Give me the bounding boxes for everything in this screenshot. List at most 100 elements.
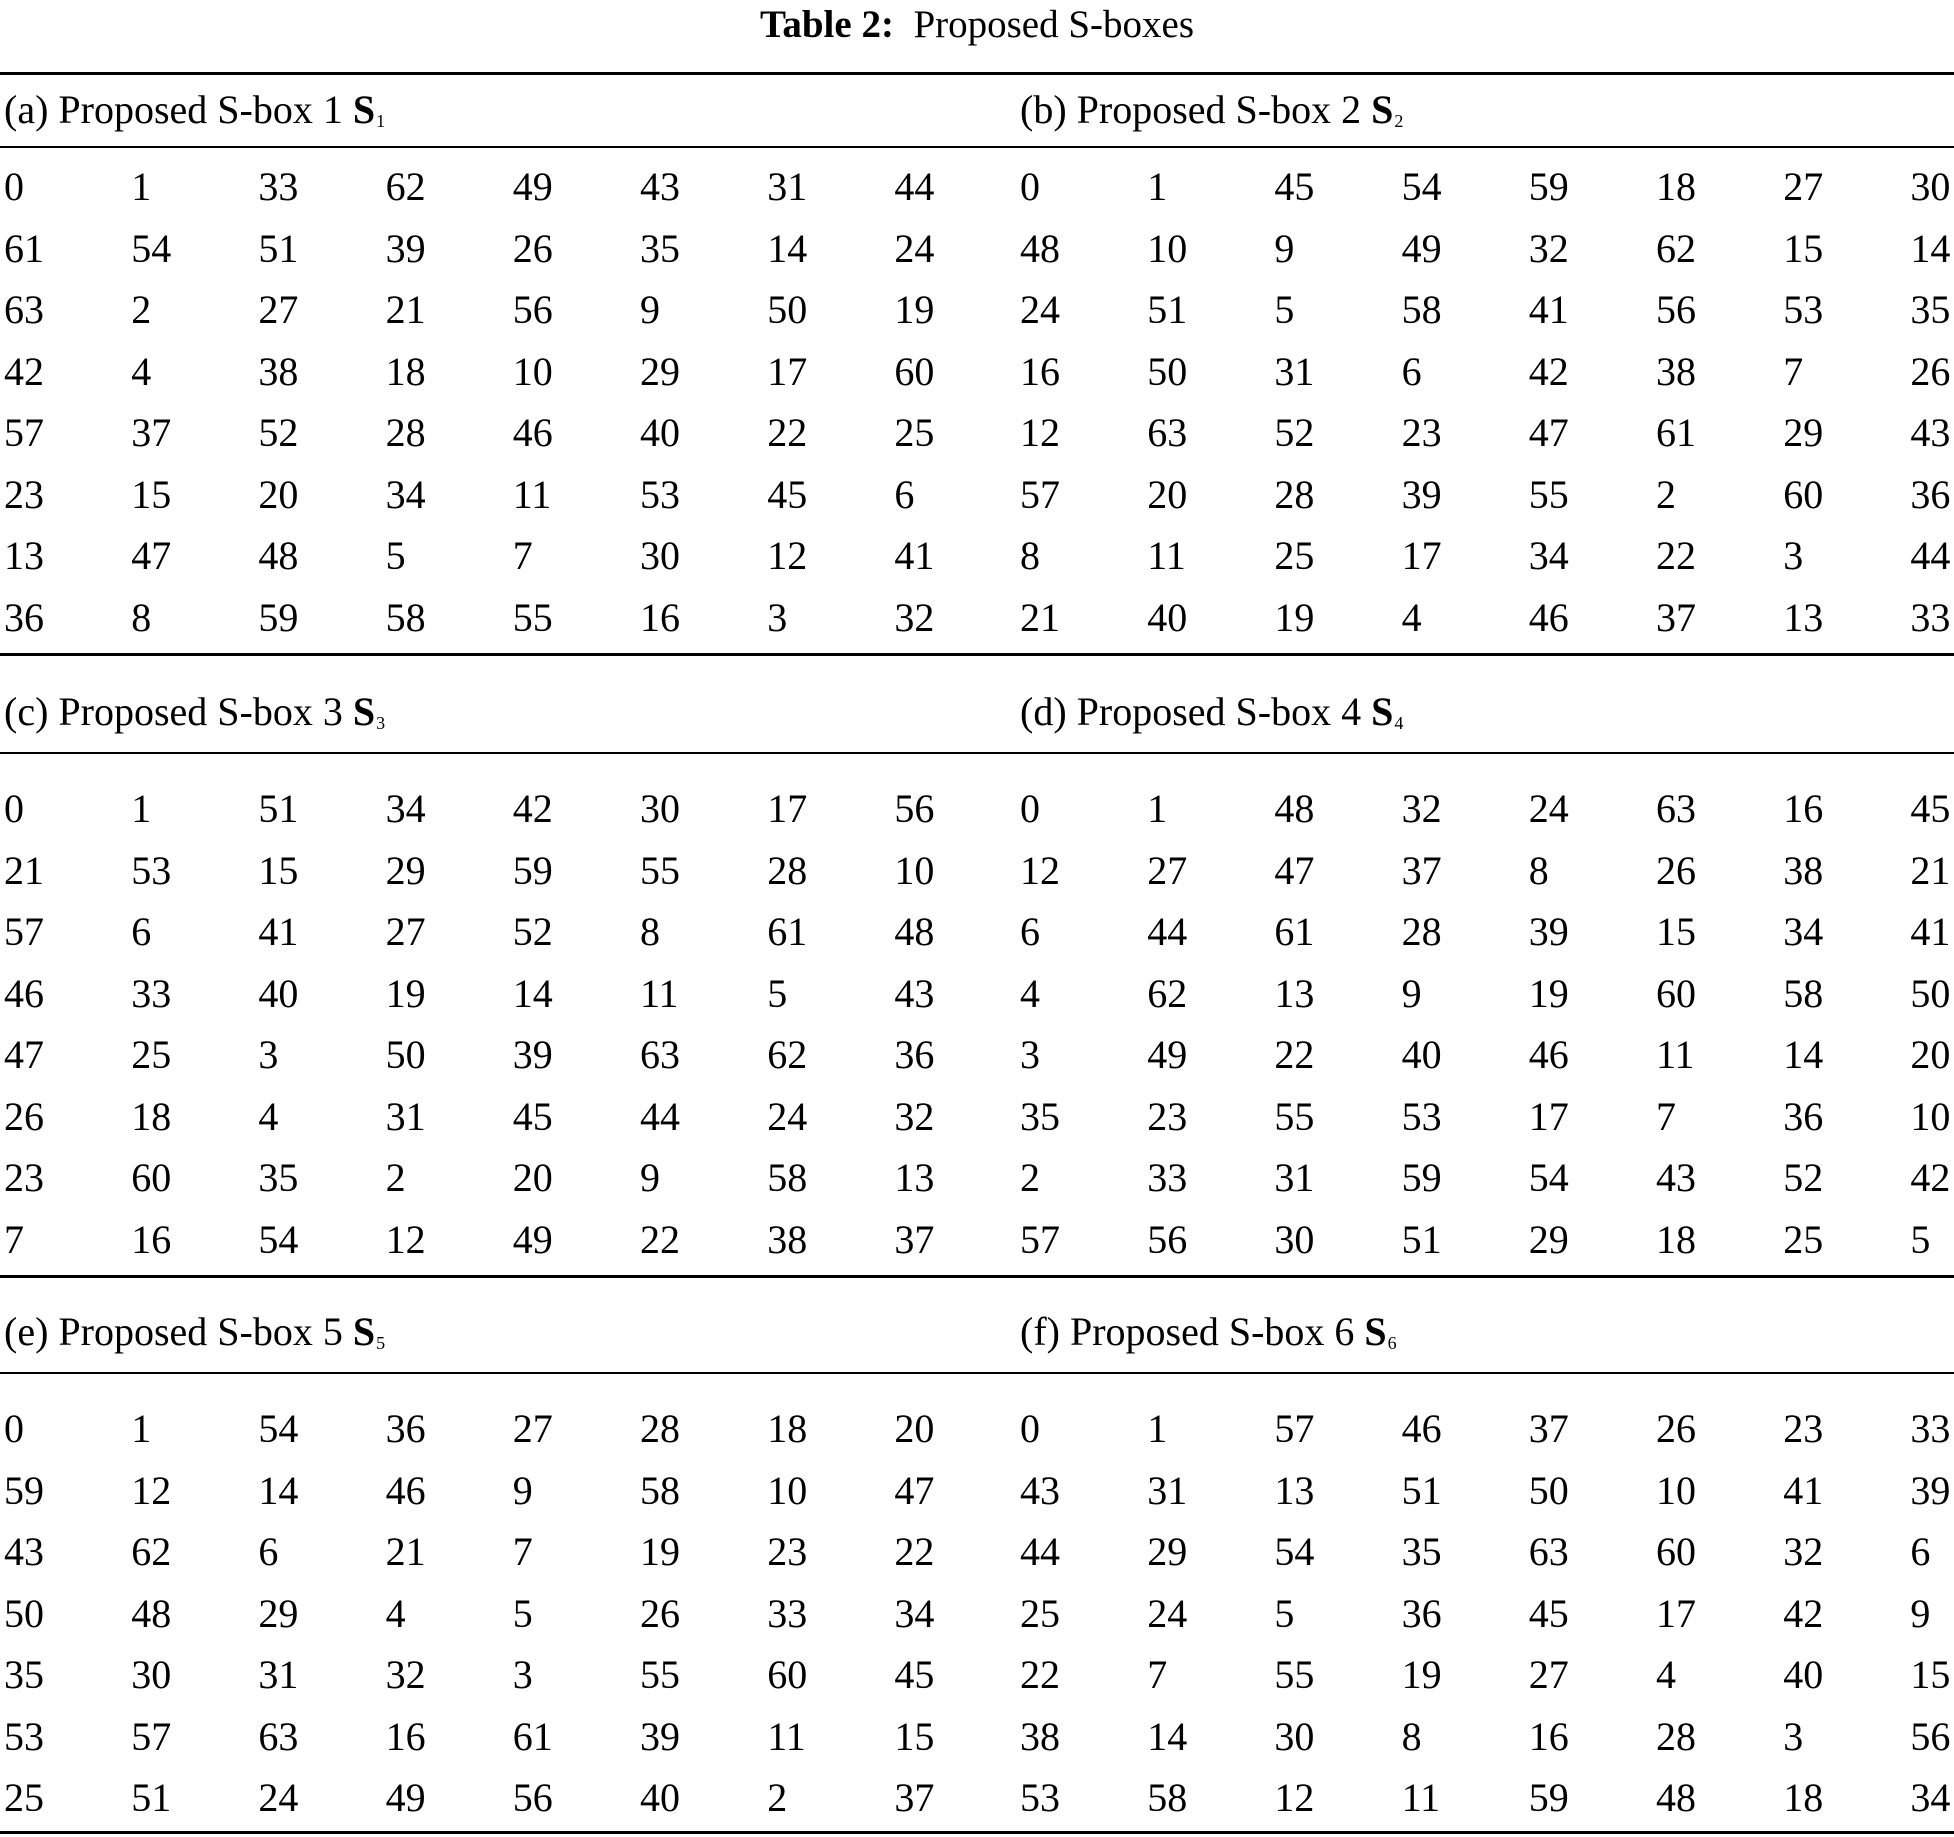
sbox-cell: 24 [1528, 786, 1569, 831]
sbox-cell: 22 [1274, 1032, 1315, 1077]
sbox-cell: 16 [131, 1216, 172, 1262]
sbox-cell: 32 [894, 594, 935, 640]
sbox-cell: 1 [131, 786, 152, 831]
sbox-cell: 34 [385, 471, 426, 517]
sbox-cell: 40 [640, 410, 680, 455]
sbox-cell: 6 [258, 1529, 279, 1574]
sbox-cell: 47 [1274, 847, 1315, 893]
sbox-cell: 13 [1783, 594, 1824, 640]
sbox-cell: 13 [1274, 1467, 1315, 1513]
sbox-cell: 19 [894, 287, 935, 332]
sbox-cell: 3 [1783, 1713, 1804, 1759]
sbox-cell: 18 [385, 348, 426, 394]
sbox-cell: 39 [512, 1032, 553, 1077]
section-bottom-rule [0, 653, 1954, 656]
sbox-cell: 40 [258, 970, 299, 1016]
sbox-caption: (d) Proposed S-box 4 S4 [1020, 684, 1403, 740]
sbox-cell: 57 [4, 909, 44, 954]
sbox-cell: 45 [512, 1093, 553, 1139]
sbox-cell: 43 [1656, 1155, 1696, 1200]
sbox-cell: 25 [894, 410, 935, 455]
sbox-cell: 0 [1020, 164, 1040, 209]
sbox-caption-text: (a) Proposed S-box 1 [4, 87, 343, 132]
sbox-cell: 7 [4, 1216, 24, 1262]
sbox-cell: 3 [1020, 1032, 1040, 1077]
sbox-cell: 63 [1528, 1529, 1569, 1574]
sbox-cell: 46 [4, 970, 44, 1016]
sbox-cell: 62 [385, 164, 426, 209]
sbox-cell: 36 [894, 1032, 935, 1077]
sbox-cell: 12 [131, 1467, 172, 1513]
sbox-cell: 25 [1274, 533, 1315, 578]
sbox-cell: 58 [1401, 287, 1442, 332]
sbox-cell: 54 [258, 1406, 299, 1451]
sbox-cell: 14 [1147, 1713, 1188, 1759]
sbox-cell: 31 [1274, 348, 1315, 394]
sbox-cell: 35 [258, 1155, 299, 1200]
sbox-cell: 18 [1656, 164, 1696, 209]
sbox-cell: 17 [1528, 1093, 1569, 1139]
sbox-cell: 17 [767, 786, 808, 831]
sbox-cell: 50 [767, 287, 808, 332]
sbox-cell: 41 [1528, 287, 1569, 332]
sbox-cell: 18 [131, 1093, 172, 1139]
sbox-cell: 48 [1274, 786, 1315, 831]
sbox-cell: 32 [385, 1652, 426, 1697]
sbox-cell: 48 [894, 909, 935, 954]
sbox-cell: 61 [512, 1713, 553, 1759]
sbox-symbol: S [352, 87, 376, 132]
sbox-cell: 39 [1528, 909, 1569, 954]
sbox-symbol: S [1364, 1309, 1387, 1354]
sbox-cell: 18 [1656, 1216, 1696, 1262]
sbox-cell: 51 [1147, 287, 1188, 332]
sbox-cell: 0 [1020, 1406, 1040, 1451]
sbox-cell: 48 [1656, 1775, 1696, 1820]
sbox-cell: 30 [640, 786, 680, 831]
sbox-cell: 42 [1783, 1590, 1824, 1636]
sbox-cell: 20 [258, 471, 299, 517]
sbox-cell: 10 [767, 1467, 808, 1513]
sbox-cell: 41 [258, 909, 299, 954]
sbox-cell: 61 [1274, 909, 1315, 954]
sbox-cell: 22 [1656, 533, 1696, 578]
sbox-cell: 23 [4, 1155, 44, 1200]
sbox-cell: 54 [258, 1216, 299, 1262]
sbox-cell: 55 [512, 594, 553, 640]
sbox-cell: 28 [767, 847, 808, 893]
sbox-cell: 2 [767, 1775, 788, 1820]
sbox-cell: 40 [640, 1775, 680, 1820]
sbox-cell: 22 [767, 410, 808, 455]
sbox-cell: 6 [131, 909, 152, 954]
sbox-cell: 8 [1401, 1713, 1422, 1759]
sbox-cell: 36 [1910, 471, 1951, 517]
sbox-cell: 6 [1020, 909, 1040, 954]
sbox-cell: 27 [385, 909, 426, 954]
sbox-cell: 37 [1401, 847, 1442, 893]
sbox-cell: 55 [1274, 1093, 1315, 1139]
sbox-cell: 28 [385, 410, 426, 455]
sbox-cell: 15 [894, 1713, 935, 1759]
sbox-cell: 52 [1274, 410, 1315, 455]
sbox-cell: 12 [1274, 1775, 1315, 1820]
sbox-cell: 32 [1401, 786, 1442, 831]
sbox-cell: 48 [258, 533, 299, 578]
sbox-cell: 36 [4, 594, 44, 640]
sbox-cell: 14 [258, 1467, 299, 1513]
sbox-cell: 49 [385, 1775, 426, 1820]
sbox-cell: 29 [1147, 1529, 1188, 1574]
sbox-cell: 33 [1910, 594, 1951, 640]
sbox-cell: 24 [1020, 287, 1060, 332]
sbox-cell: 43 [1020, 1467, 1060, 1513]
sbox-cell: 60 [1656, 1529, 1696, 1574]
sbox-cell: 21 [385, 1529, 426, 1574]
sbox-cell: 36 [385, 1406, 426, 1451]
sbox-cell: 12 [767, 533, 808, 578]
section-bottom-rule [0, 1831, 1954, 1834]
sbox-cell: 6 [1401, 348, 1422, 394]
sbox-cell: 7 [512, 1529, 533, 1574]
sbox-cell: 51 [1401, 1216, 1442, 1262]
sbox-cell: 7 [1147, 1652, 1168, 1697]
sbox-cell: 53 [1783, 287, 1824, 332]
sbox-cell: 17 [1656, 1590, 1696, 1636]
sbox-cell: 26 [1656, 1406, 1696, 1451]
